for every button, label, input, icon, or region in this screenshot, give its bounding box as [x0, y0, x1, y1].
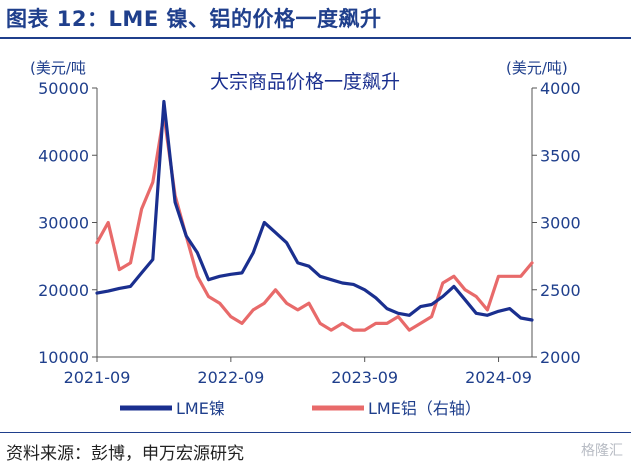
chart-title: 大宗商品价格一度飙升 [210, 71, 400, 93]
report-title: 图表 12：LME 镍、铝的价格一度飙升 [6, 7, 382, 31]
watermark-logo: 格隆汇 [581, 443, 623, 459]
title-underline [0, 37, 631, 39]
right-tick-label: 2500 [540, 281, 581, 300]
footer-rule [0, 432, 631, 433]
legend: LME镍 LME铝（右轴） [120, 399, 481, 418]
x-tick-label: 2022-09 [197, 368, 264, 387]
right-tick-label: 3000 [540, 214, 581, 233]
right-tick-label: 4000 [540, 79, 581, 98]
left-tick-label: 40000 [38, 146, 89, 165]
price-chart: 大宗商品价格一度飙升 (美元/吨 (美元/吨) 50000 40000 30000 2… [30, 59, 581, 418]
left-tick-label: 10000 [38, 348, 89, 367]
series-group [95, 99, 534, 332]
series-line-nickel [95, 99, 534, 322]
x-tick-label: 2024-09 [465, 368, 532, 387]
right-axis-unit: (美元/吨) [506, 59, 568, 77]
left-axis-unit: (美元/吨 [30, 59, 86, 77]
report-title-bar: 图表 12：LME 镍、铝的价格一度飙升 [0, 0, 631, 39]
legend-label-nickel: LME镍 [176, 399, 225, 418]
left-tick-label: 20000 [38, 281, 89, 300]
x-tick-label: 2021-09 [64, 368, 131, 387]
source-note: 资料来源：彭博，申万宏源研究 [6, 444, 244, 464]
legend-label-aluminum: LME铝（右轴） [368, 399, 481, 418]
axes-group: 50000 40000 30000 20000 10000 4000 3500 3000 250… [38, 79, 581, 387]
right-tick-label: 2000 [540, 348, 581, 367]
x-tick-label: 2023-09 [331, 368, 398, 387]
left-tick-label: 50000 [38, 79, 89, 98]
left-tick-label: 30000 [38, 214, 89, 233]
right-tick-label: 3500 [540, 146, 581, 165]
